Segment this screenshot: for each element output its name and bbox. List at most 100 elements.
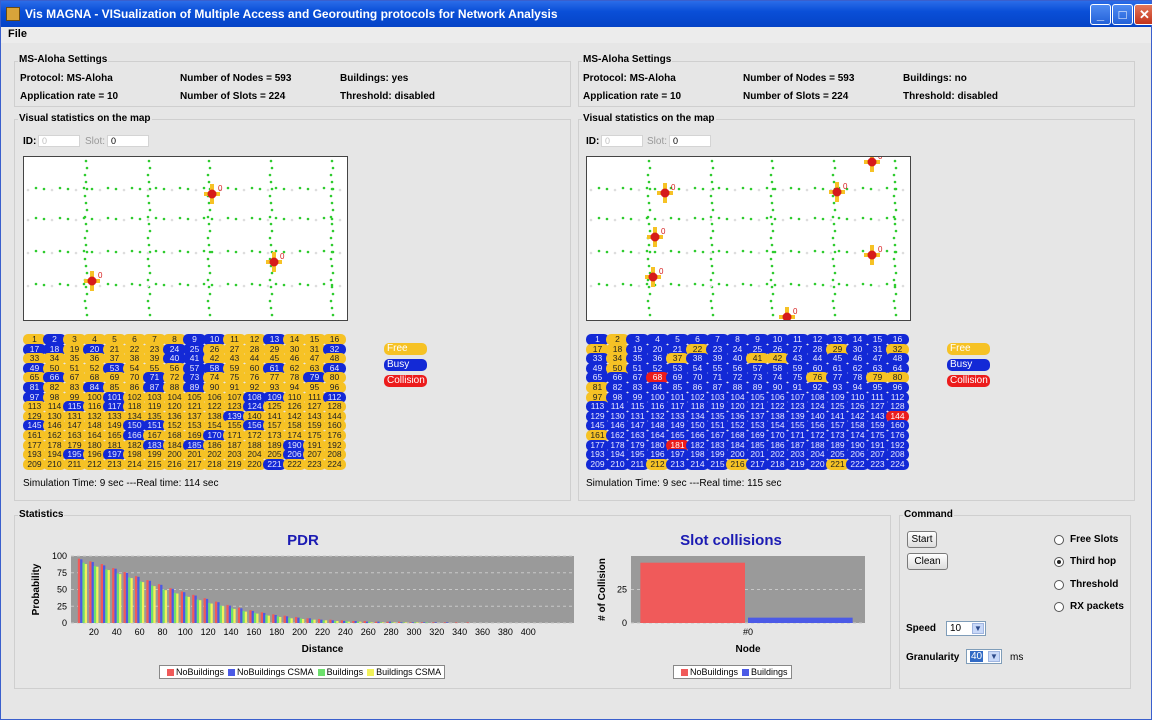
vehicle-dot [661,218,665,222]
command-group [899,515,1131,689]
slot-cell: 197 [103,449,126,461]
radio-third-hop-circle[interactable] [1054,557,1064,567]
vehicle-dot [709,236,713,240]
slot-cell: 117 [666,401,689,413]
slot-cell: 210 [43,458,66,470]
radio-free-slots-circle[interactable] [1054,535,1064,545]
pdr-bar [391,622,394,623]
vehicle-dot [268,299,272,303]
vehicle-dot [629,283,633,287]
vehicle-dot [282,250,286,254]
pdr-bar [368,621,371,623]
vehicle-dot [749,283,753,287]
collision-node [87,276,97,286]
vehicle-dot [773,250,777,254]
speed-select[interactable]: 10 ▼ [946,621,986,636]
clean-button[interactable]: Clean [907,553,948,570]
vehicle-dot [269,243,273,247]
slot-cell: 165 [666,430,689,441]
close-button[interactable]: ✕ [1134,4,1152,25]
collision-count: 0 [659,267,664,276]
vehicle-dot [894,208,898,212]
start-button[interactable]: Start [907,531,937,548]
slot-cell: 99 [626,391,649,403]
vehicle-dot [629,187,633,191]
pdr-xtick-label: 20 [89,627,99,637]
slot-cell: 52 [83,362,106,374]
pdr-bar [320,619,323,623]
vehicle-dot [831,299,835,303]
title-bar[interactable]: Vis MAGNA - VISualization of Multiple Ac… [1,1,1152,27]
vehicle-dot [709,173,713,177]
chevron-down-icon[interactable]: ▼ [988,651,1000,662]
right-id-field[interactable]: 0 [601,135,643,147]
vehicle-dot [331,166,335,170]
vehicle-dot [648,292,652,296]
slot-cell: 121 [746,401,769,413]
right-map[interactable]: 0 0 0 0 0 0 0 [586,156,911,321]
slot-cell: 162 [606,430,629,441]
pdr-bar [208,602,211,623]
chevron-down-icon[interactable]: ▼ [972,623,984,634]
slot-cell: 224 [323,458,346,470]
slot-cell: 56 [163,362,186,374]
pdr-bar [125,572,129,623]
vehicle-dot [331,292,335,296]
slot-cell: 153 [183,420,206,432]
vehicle-dot [154,186,158,190]
menu-file[interactable]: File [8,28,27,40]
radio-rx-packets-circle[interactable] [1054,602,1064,612]
slot-cell: 30 [283,343,306,355]
pdr-xtick-label: 240 [338,627,353,637]
slot-cell: 70 [686,372,709,384]
vehicle-dot [207,306,211,310]
slot-cell: 170 [203,430,226,441]
collision-count: 0 [878,157,883,161]
slot-cell: 44 [806,353,829,365]
vehicle-dot [84,285,88,289]
vehicle-dot [669,249,673,253]
slot-cell: 180 [83,439,106,451]
vehicle-dot [83,194,87,198]
left-legend-busy: Busy [384,359,427,371]
left-map[interactable]: 0 0 0 [23,156,348,321]
slot-cell: 108 [806,391,829,403]
vehicle-dot [270,313,274,317]
maximize-button[interactable]: □ [1112,4,1133,25]
vehicle-dot [693,186,697,190]
pdr-bar [221,606,225,623]
vehicle-dot [832,243,836,247]
vehicle-dot [770,180,774,184]
vehicle-dot [306,250,310,254]
vehicle-dot [306,283,310,287]
granularity-select[interactable]: 40 ▼ [966,649,1002,664]
vehicle-dot [645,282,649,286]
left-slot-field[interactable]: 0 [107,135,149,147]
vehicle-dot [717,186,721,190]
slot-cell: 112 [886,391,909,403]
pdr-bar [466,622,469,623]
slot-cell: 61 [263,362,286,374]
vehicle-dot [709,299,713,303]
left-slot-label: Slot: [85,136,106,147]
minimize-button[interactable]: _ [1090,4,1111,25]
left-app-rate: Application rate = 10 [20,91,119,102]
vehicle-dot [805,251,809,255]
pdr-bar [322,620,325,623]
left-id-field[interactable]: 0 [38,135,80,147]
slot-cell: 213 [666,458,689,470]
slot-cell: 4 [83,334,106,345]
slot-cell: 6 [686,334,709,345]
slot-cell: 113 [586,401,609,413]
vehicle-dot [773,217,777,221]
left-buildings: Buildings: yes [340,73,409,84]
vehicle-dot [711,187,715,191]
vehicle-dot [234,250,238,254]
right-slot-field[interactable]: 0 [669,135,711,147]
vehicle-dot [845,283,849,287]
slot-cell: 181 [103,439,126,451]
radio-threshold-circle[interactable] [1054,580,1064,590]
vehicle-dot [693,282,697,286]
slot-cell: 214 [686,458,709,470]
slot-cell: 223 [866,458,889,470]
